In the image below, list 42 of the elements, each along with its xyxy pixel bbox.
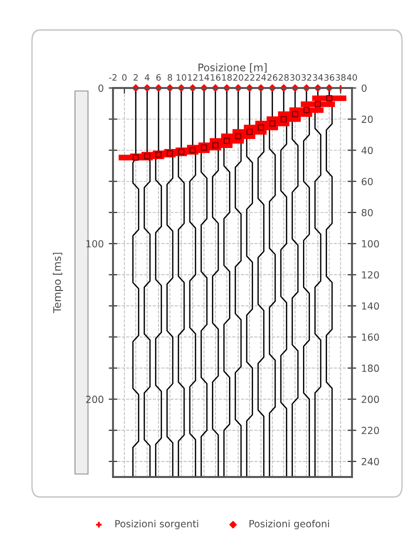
x-tick-label: 2 — [134, 74, 138, 81]
y-tick-label: 0 — [98, 84, 104, 92]
y-axis-title: Tempo [ms] — [52, 252, 63, 314]
x-tick-label: 38 — [336, 74, 346, 81]
x-tick-label: 20 — [233, 74, 244, 81]
y2-tick-label: 220 — [362, 426, 379, 434]
y2-tick-label: 120 — [362, 271, 379, 279]
y-tick-label: 200 — [86, 396, 104, 404]
y2-tick-label: 240 — [362, 458, 379, 466]
y2-tick-label: 80 — [362, 208, 373, 216]
x-tick-label: 26 — [267, 74, 278, 81]
x-tick-label: 22 — [244, 74, 254, 81]
y2-tick-label: 200 — [362, 396, 379, 404]
x-tick-label: 34 — [312, 74, 323, 81]
y2-tick-label: 100 — [362, 240, 379, 248]
legend-label: Posizioni geofoni — [250, 520, 329, 530]
y2-tick-label: 20 — [362, 116, 373, 123]
x-tick-label: 6 — [156, 74, 161, 81]
x-tick-label: 8 — [168, 74, 172, 81]
x-tick-label: 10 — [176, 74, 186, 81]
x-tick-label: 14 — [199, 74, 210, 81]
x-tick-label: 40 — [346, 74, 357, 81]
y2-tick-label: 140 — [362, 302, 379, 310]
x-tick-label: 24 — [256, 74, 266, 81]
x-axis-title: Posizione [m] — [198, 63, 267, 73]
y-tick-label: 100 — [86, 240, 104, 248]
y2-tick-label: 0 — [362, 84, 367, 92]
x-tick-label: 18 — [222, 74, 232, 81]
y2-tick-label: 180 — [362, 364, 379, 372]
x-tick-label: 0 — [122, 74, 127, 81]
x-tick-label: 36 — [324, 74, 334, 81]
y2-tick-label: 160 — [362, 333, 379, 341]
x-tick-label: 16 — [210, 74, 220, 81]
legend-label: Posizioni sorgenti — [115, 520, 198, 530]
x-tick-label: 30 — [290, 74, 300, 81]
x-tick-label: 32 — [302, 74, 312, 81]
x-tick-label: 28 — [278, 74, 289, 81]
y2-tick-label: 40 — [362, 146, 373, 154]
y2-tick-label: 60 — [362, 178, 373, 186]
x-tick-label: 12 — [188, 74, 198, 81]
x-tick-label: 4 — [144, 74, 150, 81]
x-tick-label: -2 — [109, 74, 116, 81]
